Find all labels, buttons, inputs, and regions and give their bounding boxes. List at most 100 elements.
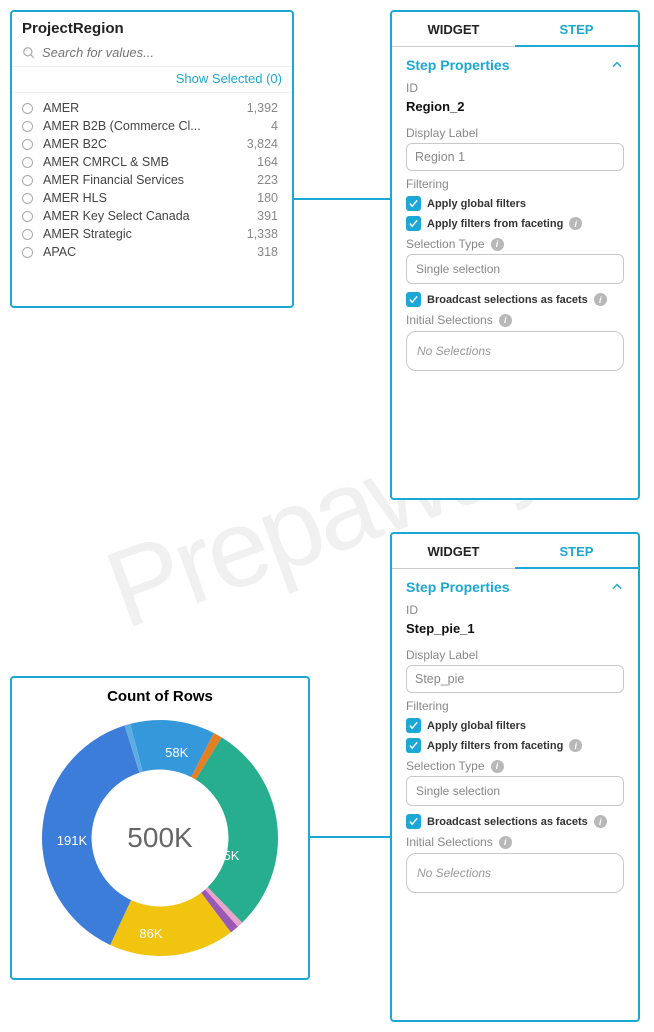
info-icon[interactable]: i xyxy=(499,836,512,849)
list-item[interactable]: AMER B2C 3,824 xyxy=(20,135,286,153)
donut-panel: Count of Rows 500K 58K145K86K191K xyxy=(10,676,310,980)
checkbox-checked-icon xyxy=(406,738,421,753)
search-input[interactable] xyxy=(42,45,282,60)
no-selections-box[interactable]: No Selections xyxy=(406,331,624,371)
initial-selections-text: Initial Selections xyxy=(406,835,493,849)
tab-widget[interactable]: WIDGET xyxy=(392,12,515,46)
tabs: WIDGET STEP xyxy=(392,534,638,569)
apply-global-label: Apply global filters xyxy=(427,198,526,210)
selection-type-label: Selection Type i xyxy=(406,759,624,773)
tab-widget[interactable]: WIDGET xyxy=(392,534,515,568)
item-label: AMER B2C xyxy=(43,137,232,151)
selection-type-text: Selection Type xyxy=(406,759,485,773)
filtering-label: Filtering xyxy=(406,699,624,713)
item-count: 318 xyxy=(238,245,278,259)
list-item[interactable]: AMER CMRCL & SMB 164 xyxy=(20,153,286,171)
section-label: Step Properties xyxy=(406,579,509,595)
radio-icon xyxy=(22,193,33,204)
section-title[interactable]: Step Properties xyxy=(406,579,624,595)
checkbox-checked-icon xyxy=(406,216,421,231)
apply-global-row[interactable]: Apply global filters xyxy=(406,718,624,733)
apply-global-label: Apply global filters xyxy=(427,720,526,732)
chart-title: Count of Rows xyxy=(12,678,308,709)
item-label: AMER Financial Services xyxy=(43,173,232,187)
properties-panel-1: WIDGET STEP Step Properties ID Region_2 … xyxy=(390,10,640,500)
no-selections-box[interactable]: No Selections xyxy=(406,853,624,893)
display-label-input[interactable]: Region 1 xyxy=(406,143,624,171)
region-items: AMER1,392AMER B2B (Commerce Cl...4AMER B… xyxy=(12,93,292,299)
info-icon[interactable]: i xyxy=(569,217,582,230)
search-row xyxy=(12,43,292,66)
panel-body: Step Properties ID Step_pie_1 Display La… xyxy=(392,569,638,907)
selection-type-select[interactable]: Single selection xyxy=(406,254,624,284)
selection-type-label: Selection Type i xyxy=(406,237,624,251)
radio-icon xyxy=(22,121,33,132)
connector-line xyxy=(294,198,390,200)
tab-step[interactable]: STEP xyxy=(515,534,638,569)
selection-type-text: Selection Type xyxy=(406,237,485,251)
item-label: AMER CMRCL & SMB xyxy=(43,155,232,169)
radio-icon xyxy=(22,175,33,186)
apply-global-row[interactable]: Apply global filters xyxy=(406,196,624,211)
broadcast-label: Broadcast selections as facets xyxy=(427,816,588,828)
tab-step[interactable]: STEP xyxy=(515,12,638,47)
donut-center-value: 500K xyxy=(127,822,192,854)
checkbox-checked-icon xyxy=(406,292,421,307)
section-title[interactable]: Step Properties xyxy=(406,57,624,73)
chevron-up-icon xyxy=(610,58,624,72)
info-icon[interactable]: i xyxy=(499,314,512,327)
item-count: 3,824 xyxy=(238,137,278,151)
info-icon[interactable]: i xyxy=(569,739,582,752)
broadcast-row[interactable]: Broadcast selections as facets i xyxy=(406,814,624,829)
list-item[interactable]: AMER B2B (Commerce Cl...4 xyxy=(20,117,286,135)
info-icon[interactable]: i xyxy=(594,293,607,306)
id-label: ID xyxy=(406,603,624,617)
properties-panel-2: WIDGET STEP Step Properties ID Step_pie_… xyxy=(390,532,640,1022)
radio-icon xyxy=(22,229,33,240)
display-label-label: Display Label xyxy=(406,126,624,140)
id-label: ID xyxy=(406,81,624,95)
item-label: AMER Key Select Canada xyxy=(43,209,232,223)
apply-facet-row[interactable]: Apply filters from faceting i xyxy=(406,216,624,231)
selection-type-select[interactable]: Single selection xyxy=(406,776,624,806)
apply-facet-row[interactable]: Apply filters from faceting i xyxy=(406,738,624,753)
item-count: 180 xyxy=(238,191,278,205)
id-value: Step_pie_1 xyxy=(406,617,624,642)
item-count: 4 xyxy=(238,119,278,133)
checkbox-checked-icon xyxy=(406,718,421,733)
item-count: 1,338 xyxy=(238,227,278,241)
info-icon[interactable]: i xyxy=(491,238,504,251)
checkbox-checked-icon xyxy=(406,196,421,211)
initial-selections-label: Initial Selections i xyxy=(406,835,624,849)
list-item[interactable]: AMER Financial Services 223 xyxy=(20,171,286,189)
broadcast-row[interactable]: Broadcast selections as facets i xyxy=(406,292,624,307)
donut-slice-label: 86K xyxy=(139,926,162,941)
item-count: 391 xyxy=(238,209,278,223)
list-item[interactable]: AMER Key Select Canada 391 xyxy=(20,207,286,225)
search-icon xyxy=(22,46,36,60)
item-count: 223 xyxy=(238,173,278,187)
list-item[interactable]: AMER HLS 180 xyxy=(20,189,286,207)
donut-slice-label: 58K xyxy=(165,745,188,760)
apply-facet-label: Apply filters from faceting xyxy=(427,218,563,230)
donut-chart: 500K 58K145K86K191K xyxy=(31,709,289,967)
radio-icon xyxy=(22,139,33,150)
display-label-label: Display Label xyxy=(406,648,624,662)
show-selected-link[interactable]: Show Selected (0) xyxy=(12,66,292,93)
id-value: Region_2 xyxy=(406,95,624,120)
info-icon[interactable]: i xyxy=(594,815,607,828)
donut-slice-label: 145K xyxy=(209,848,239,863)
panel-body: Step Properties ID Region_2 Display Labe… xyxy=(392,47,638,385)
initial-selections-text: Initial Selections xyxy=(406,313,493,327)
item-label: AMER HLS xyxy=(43,191,232,205)
item-label: AMER Strategic xyxy=(43,227,232,241)
info-icon[interactable]: i xyxy=(491,760,504,773)
section-label: Step Properties xyxy=(406,57,509,73)
connector-line xyxy=(310,836,390,838)
display-label-input[interactable]: Step_pie xyxy=(406,665,624,693)
list-item[interactable]: AMER Strategic 1,338 xyxy=(20,225,286,243)
apply-facet-label: Apply filters from faceting xyxy=(427,740,563,752)
item-count: 164 xyxy=(238,155,278,169)
list-item[interactable]: APAC318 xyxy=(20,243,286,261)
list-item[interactable]: AMER1,392 xyxy=(20,99,286,117)
